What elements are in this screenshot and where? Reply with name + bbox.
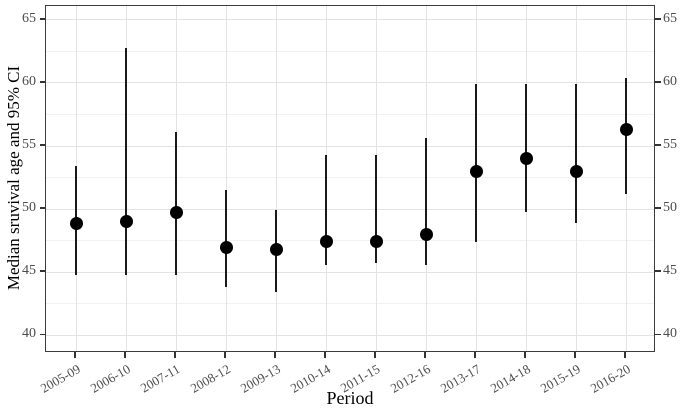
y-tick-mark-right — [655, 207, 661, 209]
y-tick-label-left: 40 — [22, 326, 36, 342]
data-point — [269, 243, 283, 257]
data-point — [169, 206, 183, 220]
y-tick-label-right: 55 — [663, 137, 677, 153]
x-axis-title: Period — [326, 388, 374, 408]
v-gridline — [225, 6, 227, 351]
x-tick-mark — [324, 352, 326, 358]
y-axis-title: Median sruvival age and 95% CI — [4, 65, 23, 291]
y-tick-label-left: 45 — [22, 263, 36, 279]
x-tick-mark — [374, 352, 376, 358]
h-gridline-minor — [46, 114, 654, 116]
h-gridline-major — [46, 334, 654, 336]
x-tick-mark — [474, 352, 476, 358]
data-point — [369, 235, 383, 249]
x-tick-mark — [424, 352, 426, 358]
error-bar — [174, 132, 178, 275]
x-tick-mark — [224, 352, 226, 358]
data-point — [519, 152, 533, 166]
error-bar — [224, 190, 228, 288]
x-tick-mark — [174, 352, 176, 358]
error-bar — [524, 84, 528, 212]
error-bar — [424, 138, 428, 265]
error-bar — [374, 154, 378, 264]
data-point — [119, 215, 133, 229]
y-tick-label-left: 55 — [22, 137, 36, 153]
x-tick-mark — [274, 352, 276, 358]
y-tick-mark-left — [39, 270, 45, 272]
y-tick-label-left: 50 — [22, 200, 36, 216]
data-point — [469, 164, 483, 178]
y-tick-mark-left — [39, 207, 45, 209]
y-tick-mark-right — [655, 270, 661, 272]
y-tick-mark-right — [655, 18, 661, 20]
y-tick-mark-left — [39, 18, 45, 20]
x-tick-mark — [124, 352, 126, 358]
h-gridline-major — [46, 208, 654, 210]
error-bar — [574, 84, 578, 224]
data-point — [319, 235, 333, 249]
error-bar — [474, 84, 478, 242]
h-gridline-major — [46, 19, 654, 21]
y-tick-mark-left — [39, 333, 45, 336]
data-point — [419, 227, 433, 241]
v-gridline — [275, 6, 277, 351]
y-tick-label-left: 60 — [22, 73, 36, 89]
y-tick-label-right: 60 — [663, 73, 677, 89]
y-tick-label-right: 50 — [663, 200, 677, 216]
y-tick-mark-right — [655, 333, 661, 336]
y-tick-mark-right — [655, 144, 661, 146]
x-tick-mark — [74, 352, 76, 358]
y-tick-mark-left — [39, 144, 45, 146]
h-gridline-minor — [46, 50, 654, 52]
y-tick-label-right: 40 — [663, 326, 677, 342]
h-gridline-minor — [46, 240, 654, 242]
h-gridline-major — [46, 145, 654, 147]
data-point — [69, 216, 83, 230]
h-gridline-minor — [46, 303, 654, 305]
y-tick-label-right: 65 — [663, 10, 677, 26]
h-gridline-major — [46, 82, 654, 84]
x-tick-mark — [624, 352, 626, 358]
x-tick-mark — [524, 352, 526, 358]
x-tick-mark — [574, 352, 576, 358]
h-gridline-minor — [46, 177, 654, 179]
error-bar — [324, 154, 328, 265]
y-tick-label-right: 45 — [663, 263, 677, 279]
data-point — [569, 164, 583, 178]
h-gridline-major — [46, 271, 654, 273]
data-point — [219, 240, 233, 254]
data-point — [619, 123, 633, 137]
y-tick-label-left: 65 — [22, 10, 36, 26]
plot-panel — [45, 5, 655, 352]
y-tick-mark-left — [39, 81, 45, 83]
error-bar — [124, 47, 128, 275]
y-tick-mark-right — [655, 81, 661, 83]
